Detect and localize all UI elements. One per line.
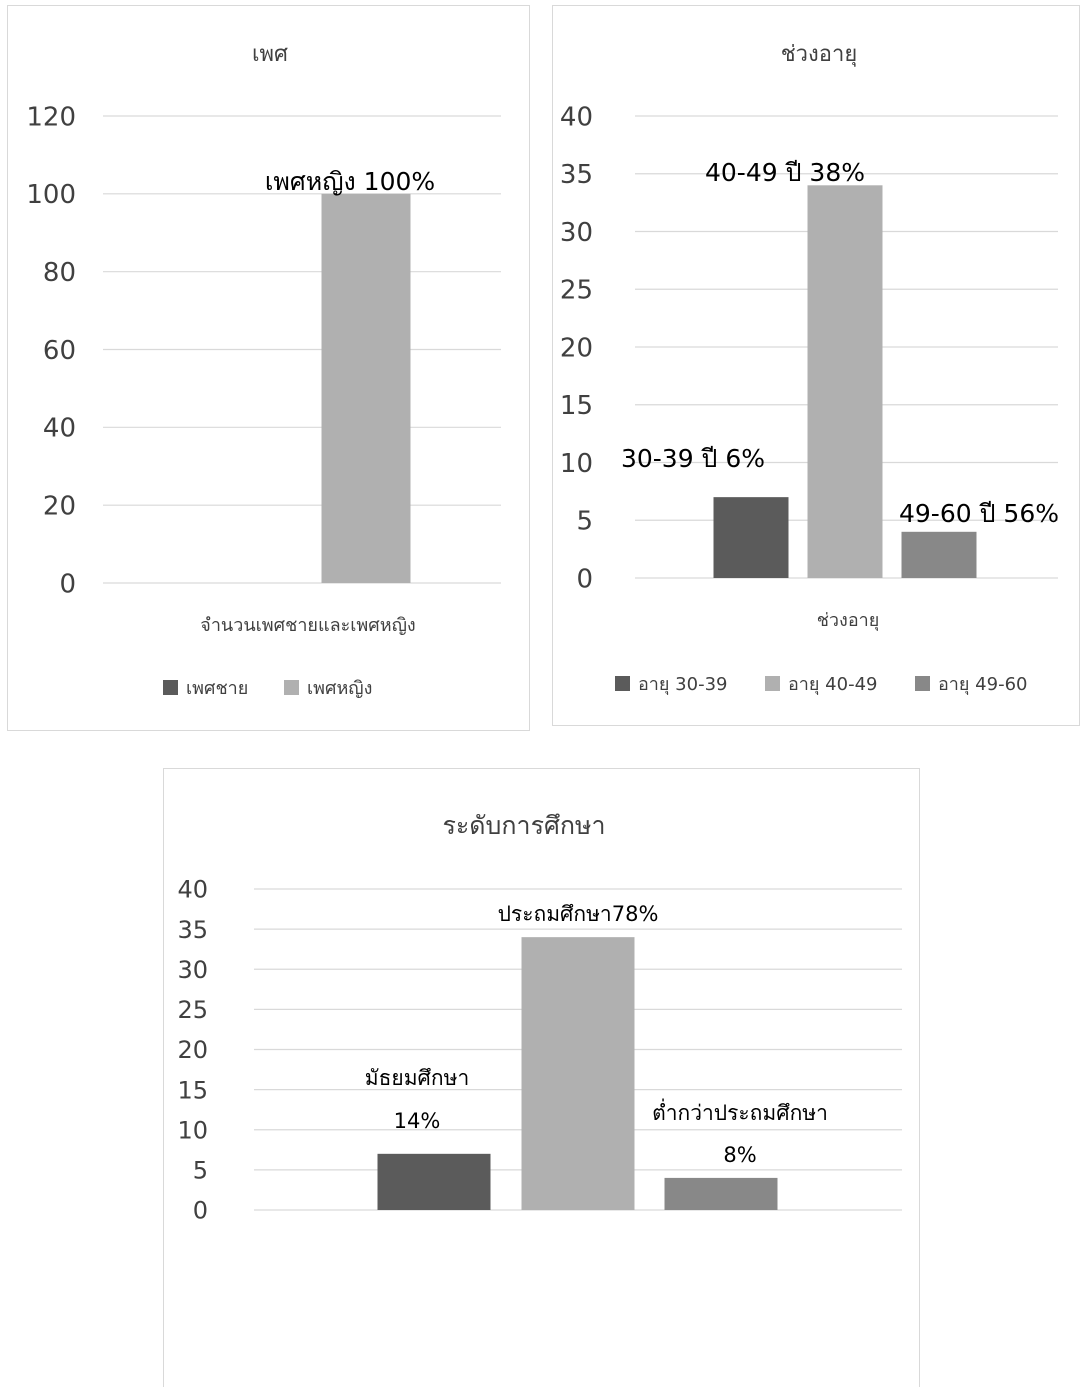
y-tick-label: 15	[177, 1076, 208, 1104]
data-label: มัธยมศึกษา	[365, 1066, 470, 1090]
legend-label: อายุ 49-60	[938, 674, 1028, 695]
y-tick-label: 5	[193, 1157, 208, 1185]
age-range-chart: ช่วงอายุ 0 5 10 15 20 25 30 35 40 30-39 ปี 6% 40-49…	[560, 42, 1059, 695]
data-label: ประถมศึกษา78%	[498, 902, 659, 926]
y-tick-label: 5	[576, 507, 593, 537]
y-tick-label: 30	[560, 218, 593, 248]
data-label: 49-60 ปี 56%	[899, 499, 1059, 528]
y-tick-label: 80	[43, 258, 76, 288]
bar-3	[664, 1177, 778, 1210]
legend-swatch	[615, 676, 630, 691]
y-tick-label: 0	[576, 564, 593, 594]
legend-label: อายุ 40-49	[788, 674, 878, 695]
y-tick-label: 10	[560, 449, 593, 479]
y-tick-label: 20	[43, 492, 76, 522]
bar-1	[713, 497, 789, 578]
legend-swatch	[284, 680, 299, 695]
y-tick-label: 15	[560, 391, 593, 421]
y-tick-label: 35	[560, 160, 593, 190]
category-axis-label: จำนวนเพศชายและเพศหญิง	[200, 615, 415, 636]
legend-swatch	[915, 676, 930, 691]
chart-title: ช่วงอายุ	[781, 42, 857, 67]
data-label: เพศหญิง 100%	[265, 167, 435, 196]
y-tick-label: 100	[26, 180, 76, 210]
legend-swatch	[765, 676, 780, 691]
legend-swatch	[163, 680, 178, 695]
y-tick-label: 40	[43, 414, 76, 444]
chart-title: ระดับการศึกษา	[442, 811, 605, 840]
data-label: 14%	[394, 1109, 441, 1133]
chart-title: เพศ	[252, 42, 288, 67]
data-label: 30-39 ปี 6%	[621, 444, 765, 473]
chart-panel-age-range: ช่วงอายุ 0 5 10 15 20 25 30 35 40 30-39 ปี 6% 40-49…	[552, 5, 1080, 726]
bar-3	[901, 531, 977, 578]
chart-panel-education: ระดับการศึกษา 0 5 10 15 20 25 30 35 40 มัธยมศึกษา 1…	[163, 768, 920, 1387]
bar-2	[521, 937, 635, 1210]
y-tick-label: 0	[59, 569, 76, 599]
legend-label: เพศชาย	[186, 678, 248, 699]
y-tick-label: 20	[177, 1036, 208, 1064]
y-tick-label: 10	[177, 1116, 208, 1144]
y-tick-label: 25	[560, 276, 593, 306]
gender-chart: เพศ 0 20 40 60 80 100 120 เพศหญิง 100% จำนวนเพศชา…	[26, 42, 501, 699]
bar-2	[321, 193, 411, 584]
legend-label: เพศหญิง	[307, 678, 372, 699]
data-label: ต่ำกว่าประถมศึกษา	[652, 1098, 828, 1125]
y-tick-label: 40	[560, 102, 593, 132]
y-tick-label: 40	[177, 876, 208, 904]
y-tick-label: 60	[43, 336, 76, 366]
y-tick-label: 30	[177, 956, 208, 984]
education-chart: ระดับการศึกษา 0 5 10 15 20 25 30 35 40 มัธยมศึกษา 1…	[177, 811, 902, 1225]
chart-panel-gender: เพศ 0 20 40 60 80 100 120 เพศหญิง 100% จำนวนเพศชา…	[7, 5, 530, 731]
bar-1	[377, 1153, 491, 1210]
bar-2	[807, 185, 883, 579]
y-tick-label: 120	[26, 102, 76, 132]
data-label: 40-49 ปี 38%	[705, 158, 865, 187]
y-tick-label: 20	[560, 333, 593, 363]
y-tick-label: 0	[193, 1197, 208, 1225]
category-axis-label: ช่วงอายุ	[817, 610, 880, 631]
legend-label: อายุ 30-39	[638, 674, 728, 695]
y-tick-label: 35	[177, 916, 208, 944]
data-label: 8%	[723, 1143, 756, 1167]
y-tick-label: 25	[177, 996, 208, 1024]
